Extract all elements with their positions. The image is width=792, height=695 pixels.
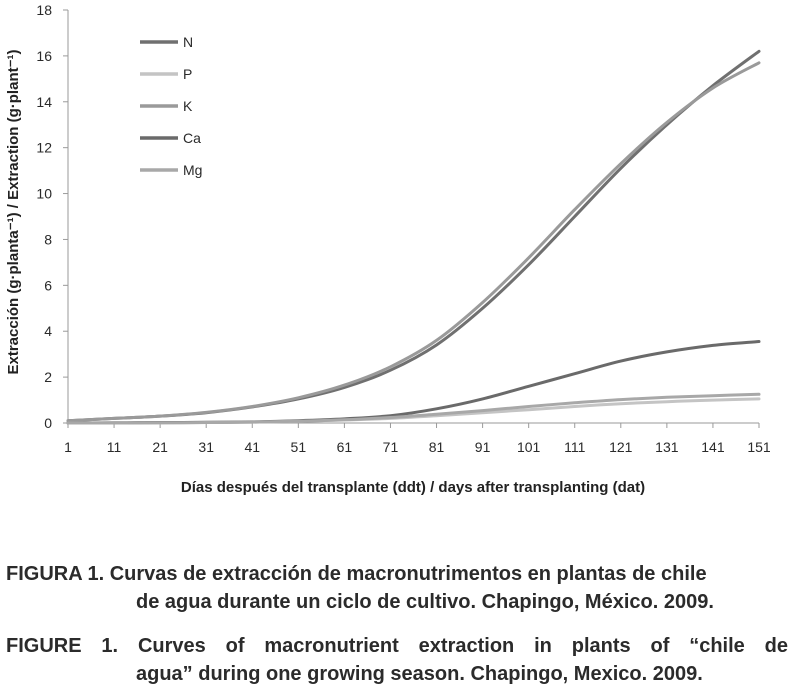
legend: NPK Ca Mg <box>140 34 202 178</box>
y-tick-label: 2 <box>44 369 52 385</box>
x-tick-label: 71 <box>383 439 399 455</box>
y-tick-label: 12 <box>36 140 52 156</box>
x-tick-label: 141 <box>701 439 725 455</box>
y-tick-label: 0 <box>44 415 52 431</box>
y-tick-label: 10 <box>36 186 52 202</box>
y-tick-label: 8 <box>44 231 52 247</box>
x-tick-label: 21 <box>152 439 168 455</box>
legend-label-n: N <box>183 34 193 50</box>
series-line-p <box>66 397 761 425</box>
y-tick-label: 6 <box>44 277 52 293</box>
legend-label-mg: Mg <box>183 162 202 178</box>
legend-label-ca: Ca <box>183 130 201 146</box>
x-tick-label: 151 <box>747 439 771 455</box>
y-tick-labels: 0 2 4 6 8 10 12 14 16 18 <box>36 2 68 431</box>
caption-es-line-1: FIGURA 1. Curvas de extracción de macron… <box>6 563 707 585</box>
y-tick-label: 18 <box>36 2 52 18</box>
caption-en-line-2: agua” during one growing season. Chaping… <box>136 663 703 685</box>
caption-en-line-1: FIGURE 1. Curves of macronutrient extrac… <box>6 635 788 657</box>
x-tick-label: 101 <box>517 439 541 455</box>
series-lines <box>66 49 761 425</box>
y-axis-title: Extracción (g·planta⁻¹) / Extraction (g·… <box>5 49 22 374</box>
figure-caption-english: FIGURE 1. Curves of macronutrient extrac… <box>6 632 788 688</box>
figure-caption-spanish: FIGURA 1. Curvas de extracción de macron… <box>6 560 788 616</box>
x-tick-label: 41 <box>244 439 260 455</box>
series-line-k <box>66 61 761 423</box>
x-tick-label: 121 <box>609 439 633 455</box>
y-tick-label: 4 <box>44 323 52 339</box>
x-tick-label: 1 <box>64 439 72 455</box>
legend-label-k: K <box>183 98 193 114</box>
x-tick-label: 91 <box>475 439 491 455</box>
x-tick-label: 131 <box>655 439 679 455</box>
x-tick-label: 61 <box>337 439 353 455</box>
x-tick-label: 81 <box>429 439 445 455</box>
caption-es-line-2: de agua durante un ciclo de cultivo. Cha… <box>136 591 714 613</box>
x-tick-label: 51 <box>291 439 307 455</box>
y-tick-label: 14 <box>36 94 52 110</box>
series-line-mg <box>66 392 761 425</box>
y-tick-label: 16 <box>36 48 52 64</box>
x-tick-label: 31 <box>198 439 214 455</box>
x-tick-label: 111 <box>564 439 585 455</box>
x-tick-label: 11 <box>107 439 122 455</box>
x-tick-labels: 1 11 21 31 41 51 61 71 81 91 101 111 121 131 141 151 <box>64 423 771 455</box>
legend-label-p: P <box>183 66 192 82</box>
x-axis-title: Días después del transplante (ddt) / day… <box>181 479 645 496</box>
